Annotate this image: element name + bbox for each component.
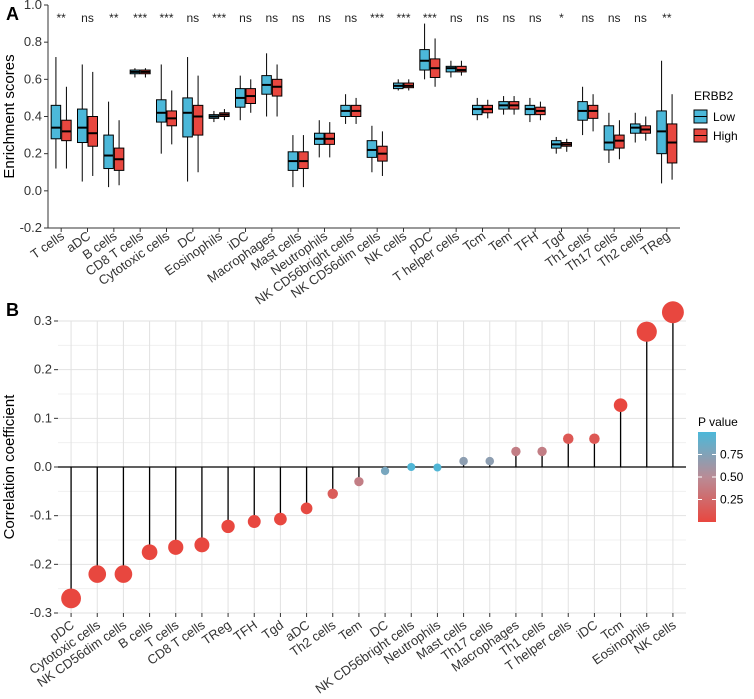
panel-a-label: A	[6, 4, 19, 24]
significance-label: ns	[502, 11, 515, 25]
lollipop-dot	[354, 476, 364, 487]
legend-label: High	[713, 129, 738, 143]
lollipop-dot	[511, 446, 521, 457]
significance-label: ns	[186, 11, 199, 25]
lollipop-dot	[562, 433, 574, 445]
significance-label: **	[662, 11, 672, 25]
legend-title: ERBB2	[694, 89, 734, 103]
box-high	[87, 116, 98, 147]
lollipop-dot	[613, 398, 628, 412]
significance-label: ns	[239, 11, 252, 25]
significance-label: ns	[476, 11, 489, 25]
significance-label: **	[109, 11, 119, 25]
x-tick-label: TFH	[512, 228, 541, 255]
lollipop-dot	[141, 544, 158, 560]
lollipop-dot	[589, 433, 600, 445]
y-axis-title: Enrichment scores	[1, 54, 18, 178]
significance-label: ***	[423, 11, 437, 25]
box-high	[192, 104, 204, 136]
y-tick-label: 0.2	[24, 146, 42, 161]
y-axis-title: Correlation coefficient	[1, 394, 18, 540]
y-tick-label: 0.8	[24, 34, 42, 49]
significance-label: ns	[608, 11, 621, 25]
significance-label: ns	[529, 11, 542, 25]
y-tick-label: -0.2	[30, 556, 52, 571]
box-low	[182, 97, 193, 138]
box-low	[156, 99, 167, 123]
significance-label: **	[56, 11, 66, 25]
x-tick-label: Tem	[486, 228, 515, 254]
lollipop-dot	[221, 519, 235, 534]
legend-label: Low	[713, 110, 735, 124]
lollipop-dot	[327, 488, 338, 499]
panel-b-lollipop: -0.3 -0.2 -0.1 0.0 0.1 0.2 0.3 Correlation coef…	[1, 301, 744, 697]
lollipop-dot	[168, 539, 184, 555]
x-tick-label: Tgd	[259, 617, 286, 642]
panel-a-boxplot: -0.2 0.0 0.2 0.4 0.6 0.8 1.0 Enrichment scores T…	[1, 0, 738, 308]
significance-label: ***	[370, 11, 384, 25]
panel-b-label: B	[6, 300, 19, 320]
lollipop-dot	[194, 537, 210, 553]
x-tick-label: TFH	[231, 617, 260, 644]
lollipop-dot	[459, 456, 468, 466]
lollipop-dot	[537, 446, 547, 457]
significance-label: *	[559, 11, 564, 25]
lollipop-dot	[636, 321, 657, 342]
y-tick-label: -0.2	[20, 220, 42, 235]
significance-label: ns	[265, 11, 278, 25]
lollipop-dot	[433, 463, 442, 472]
y-tick-label: 0.3	[34, 313, 52, 328]
significance-label: ns	[292, 11, 305, 25]
significance-label: ns	[581, 11, 594, 25]
significance-label: ns	[450, 11, 463, 25]
y-tick-label: -0.1	[30, 508, 52, 523]
significance-label: ns	[318, 11, 331, 25]
y-tick-label: 0.6	[24, 71, 42, 86]
y-tick-label: 0.2	[34, 362, 52, 377]
colorbar-label: 0.75	[720, 448, 744, 462]
significance-label: ***	[212, 11, 226, 25]
x-tick-label: TReg	[638, 228, 673, 259]
y-tick-label: 0.4	[24, 109, 42, 124]
box-low	[103, 134, 114, 170]
significance-label: ***	[159, 11, 173, 25]
colorbar-label: 0.25	[720, 493, 744, 507]
significance-label: ns	[634, 11, 647, 25]
y-tick-label: 0.0	[24, 183, 42, 198]
lollipop-dot	[485, 456, 495, 466]
significance-label: ***	[396, 11, 410, 25]
y-tick-label: 0.0	[34, 459, 52, 474]
lollipop-dot	[380, 466, 390, 476]
significance-label: ***	[133, 11, 147, 25]
x-tick-label: iDC	[574, 617, 600, 642]
lollipop-dot	[61, 588, 81, 609]
p-value-colorbar	[698, 432, 716, 522]
legend-title: P value	[698, 415, 738, 429]
y-tick-label: 1.0	[24, 0, 42, 12]
significance-label: ns	[81, 11, 94, 25]
lollipop-dot	[274, 512, 287, 526]
colorbar-label: 0.50	[720, 470, 744, 484]
significance-label: ns	[344, 11, 357, 25]
box-low	[603, 125, 615, 151]
x-tick-label: Tcm	[460, 228, 488, 254]
y-tick-label: 0.1	[34, 410, 52, 425]
lollipop-dot	[300, 502, 313, 515]
lollipop-dot	[114, 565, 133, 583]
lollipop-dot	[247, 515, 261, 528]
box-low	[77, 108, 88, 144]
y-tick-label: -0.3	[30, 605, 52, 620]
box-low	[50, 104, 62, 140]
x-tick-label: Tem	[336, 617, 365, 643]
lollipop-dot	[661, 301, 684, 324]
lollipop-dot	[407, 463, 416, 471]
x-tick-label: TReg	[199, 617, 234, 648]
lollipop-dot	[88, 565, 107, 583]
